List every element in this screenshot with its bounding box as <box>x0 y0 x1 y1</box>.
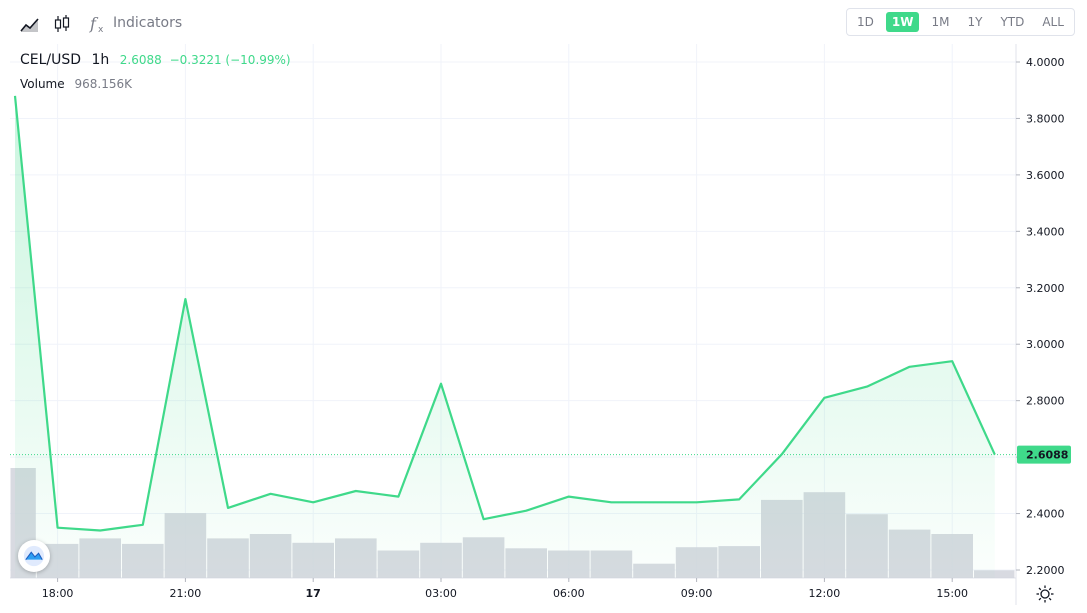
last-price-label: 2.6088 <box>1026 449 1068 462</box>
y-tick-label: 3.2000 <box>1026 282 1065 295</box>
range-selector: 1D 1W 1M 1Y YTD ALL <box>846 8 1075 36</box>
x-tick-label: 18:00 <box>42 587 74 600</box>
y-tick-label: 3.4000 <box>1026 225 1065 238</box>
x-tick-label: 03:00 <box>425 587 457 600</box>
y-tick-label: 2.4000 <box>1026 508 1065 521</box>
y-tick-label: 3.0000 <box>1026 338 1065 351</box>
indicators-button[interactable]: Indicators <box>113 15 183 31</box>
range-button-1w[interactable]: 1W <box>885 12 920 32</box>
x-tick-label: 12:00 <box>809 587 841 600</box>
range-button-1y[interactable]: 1Y <box>967 15 983 29</box>
y-tick-label: 4.0000 <box>1026 56 1065 69</box>
last-price-badge <box>1017 445 1071 464</box>
symbol-name[interactable]: CEL/USD <box>20 52 82 68</box>
y-tick-label: 3.8000 <box>1026 112 1065 125</box>
y-tick-label: 2.2000 <box>1026 564 1065 577</box>
timeframe-label[interactable]: 1h <box>91 52 110 68</box>
x-tick-label: 09:00 <box>681 587 713 600</box>
svg-text:x: x <box>98 25 104 35</box>
x-tick-label: 06:00 <box>553 587 585 600</box>
chart-type-candles-icon[interactable] <box>50 12 74 36</box>
range-button-all[interactable]: ALL <box>1042 15 1064 29</box>
last-price-value: 2.6088 <box>119 53 162 67</box>
y-tick-label: 2.8000 <box>1026 395 1065 408</box>
chart-toolbar: f x Indicators 1D 1W 1M 1Y YTD ALL <box>0 0 1087 44</box>
svg-text:f: f <box>89 14 99 33</box>
volume-label[interactable]: Volume <box>20 77 65 91</box>
price-axis[interactable]: 4.0000 3.8000 3.6000 3.4000 3.2000 3.0000 2.80… <box>1016 56 1065 577</box>
price-area <box>13 95 996 579</box>
tradingview-logo-icon[interactable] <box>18 540 50 572</box>
x-tick-label: 17 <box>306 587 321 600</box>
range-button-1d[interactable]: 1D <box>857 15 874 29</box>
price-line <box>13 95 996 532</box>
x-tick-label: 15:00 <box>936 587 968 600</box>
volume-value: 968.156K <box>74 77 132 91</box>
indicators-fx-icon[interactable]: f x <box>86 12 110 36</box>
time-axis[interactable]: 18:00 21:00 17 03:00 06:00 09:00 12:00 15:00 <box>42 578 968 600</box>
range-button-1m[interactable]: 1M <box>931 15 950 29</box>
price-area-fill <box>15 95 995 579</box>
range-button-ytd[interactable]: YTD <box>1000 15 1025 29</box>
chart-type-line-icon[interactable] <box>18 12 42 36</box>
symbol-legend: CEL/USD 1h 2.6088 −0.3221 (−10.99%) <box>20 52 291 68</box>
volume-legend: Volume 968.156K <box>20 77 132 91</box>
x-tick-label: 21:00 <box>170 587 202 600</box>
y-tick-label: 3.6000 <box>1026 169 1065 182</box>
last-price-marker: 2.6088 <box>10 445 1071 464</box>
settings-gear-icon[interactable] <box>1035 584 1055 604</box>
price-change-value: −0.3221 (−10.99%) <box>169 53 291 67</box>
